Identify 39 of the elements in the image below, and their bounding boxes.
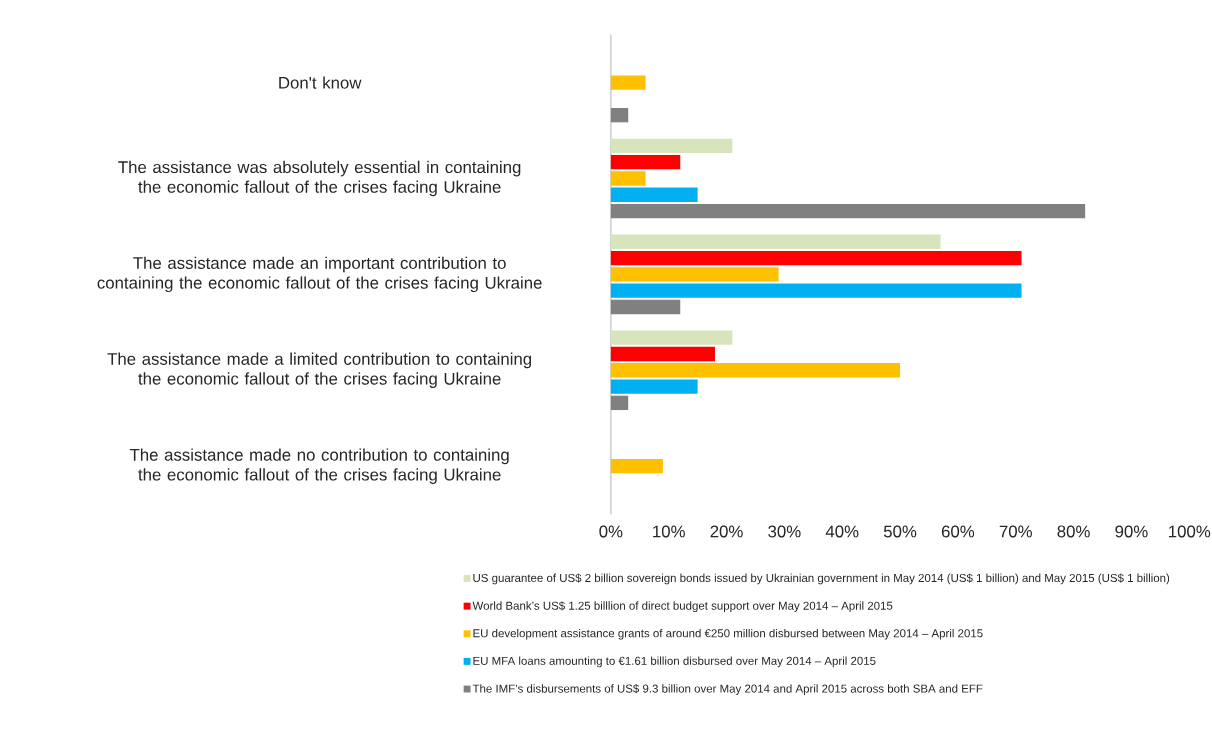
- x-tick-label: 30%: [768, 525, 801, 538]
- legend-label: The IMF’s disbursements of US$ 9.3 billion over May 2014 and April 2015 across both SBA and EFF: [472, 683, 983, 695]
- bar: [610, 458, 663, 474]
- y-tick-label: The assistance was absolutely essential in containing the economic fallout of the crises facing Ukraine: [118, 160, 521, 196]
- x-tick-label: 0%: [599, 525, 623, 538]
- bar: [610, 250, 1022, 265]
- x-tick-label: 50%: [883, 525, 917, 538]
- x-tick-label: 90%: [1115, 525, 1148, 538]
- bar: [610, 395, 629, 410]
- x-tick-label: 20%: [710, 525, 743, 538]
- bar: [610, 234, 941, 249]
- bar: [610, 187, 698, 202]
- legend-label: World Bank’s US$ 1.25 billlion of direct budget support over May 2014 – April 2015: [472, 600, 893, 612]
- bar: [610, 346, 715, 361]
- x-tick-label: 70%: [999, 525, 1032, 538]
- bar: [610, 283, 1022, 298]
- bar: [610, 379, 698, 394]
- x-tick-label: 10%: [653, 525, 685, 538]
- y-tick-label: The assistance made no contribution to containing the economic fallout of the crises facing Ukraine: [129, 448, 509, 484]
- bar: [610, 75, 646, 90]
- legend-label: US guarantee of US$ 2 billion sovereign bonds issued by Ukrainian government in May 2014 (US$ 1 billion) and May 2015 (US$ 1 billion): [473, 573, 1170, 585]
- x-tick-label: 60%: [941, 525, 975, 538]
- legend-label: EU development assistance grants of around €250 million disbursed between May 2014 – April 2015: [473, 628, 983, 640]
- bar: [610, 266, 779, 282]
- x-tick-label: 80%: [1057, 525, 1090, 538]
- bar: [610, 203, 1086, 219]
- x-tick-label: 100%: [1169, 525, 1211, 538]
- bar: [610, 362, 901, 378]
- bar: [610, 299, 681, 314]
- bar: [610, 154, 681, 170]
- bar: [610, 107, 629, 123]
- legend-label: EU MFA loans amounting to €1.61 billion disbursed over May 2014 – April 2015: [473, 656, 876, 667]
- x-tick-label: 40%: [825, 525, 859, 538]
- bar: [610, 330, 733, 345]
- y-tick-label: Don't know: [279, 76, 362, 89]
- y-tick-label: The assistance made an important contribution to containing the economic fallout of the crises facing Ukraine: [97, 256, 542, 292]
- bar: [610, 138, 733, 153]
- y-tick-label: The assistance made a limited contribution to containing the economic fallout of the crises facing Ukraine: [107, 352, 532, 388]
- bar: [610, 171, 646, 186]
